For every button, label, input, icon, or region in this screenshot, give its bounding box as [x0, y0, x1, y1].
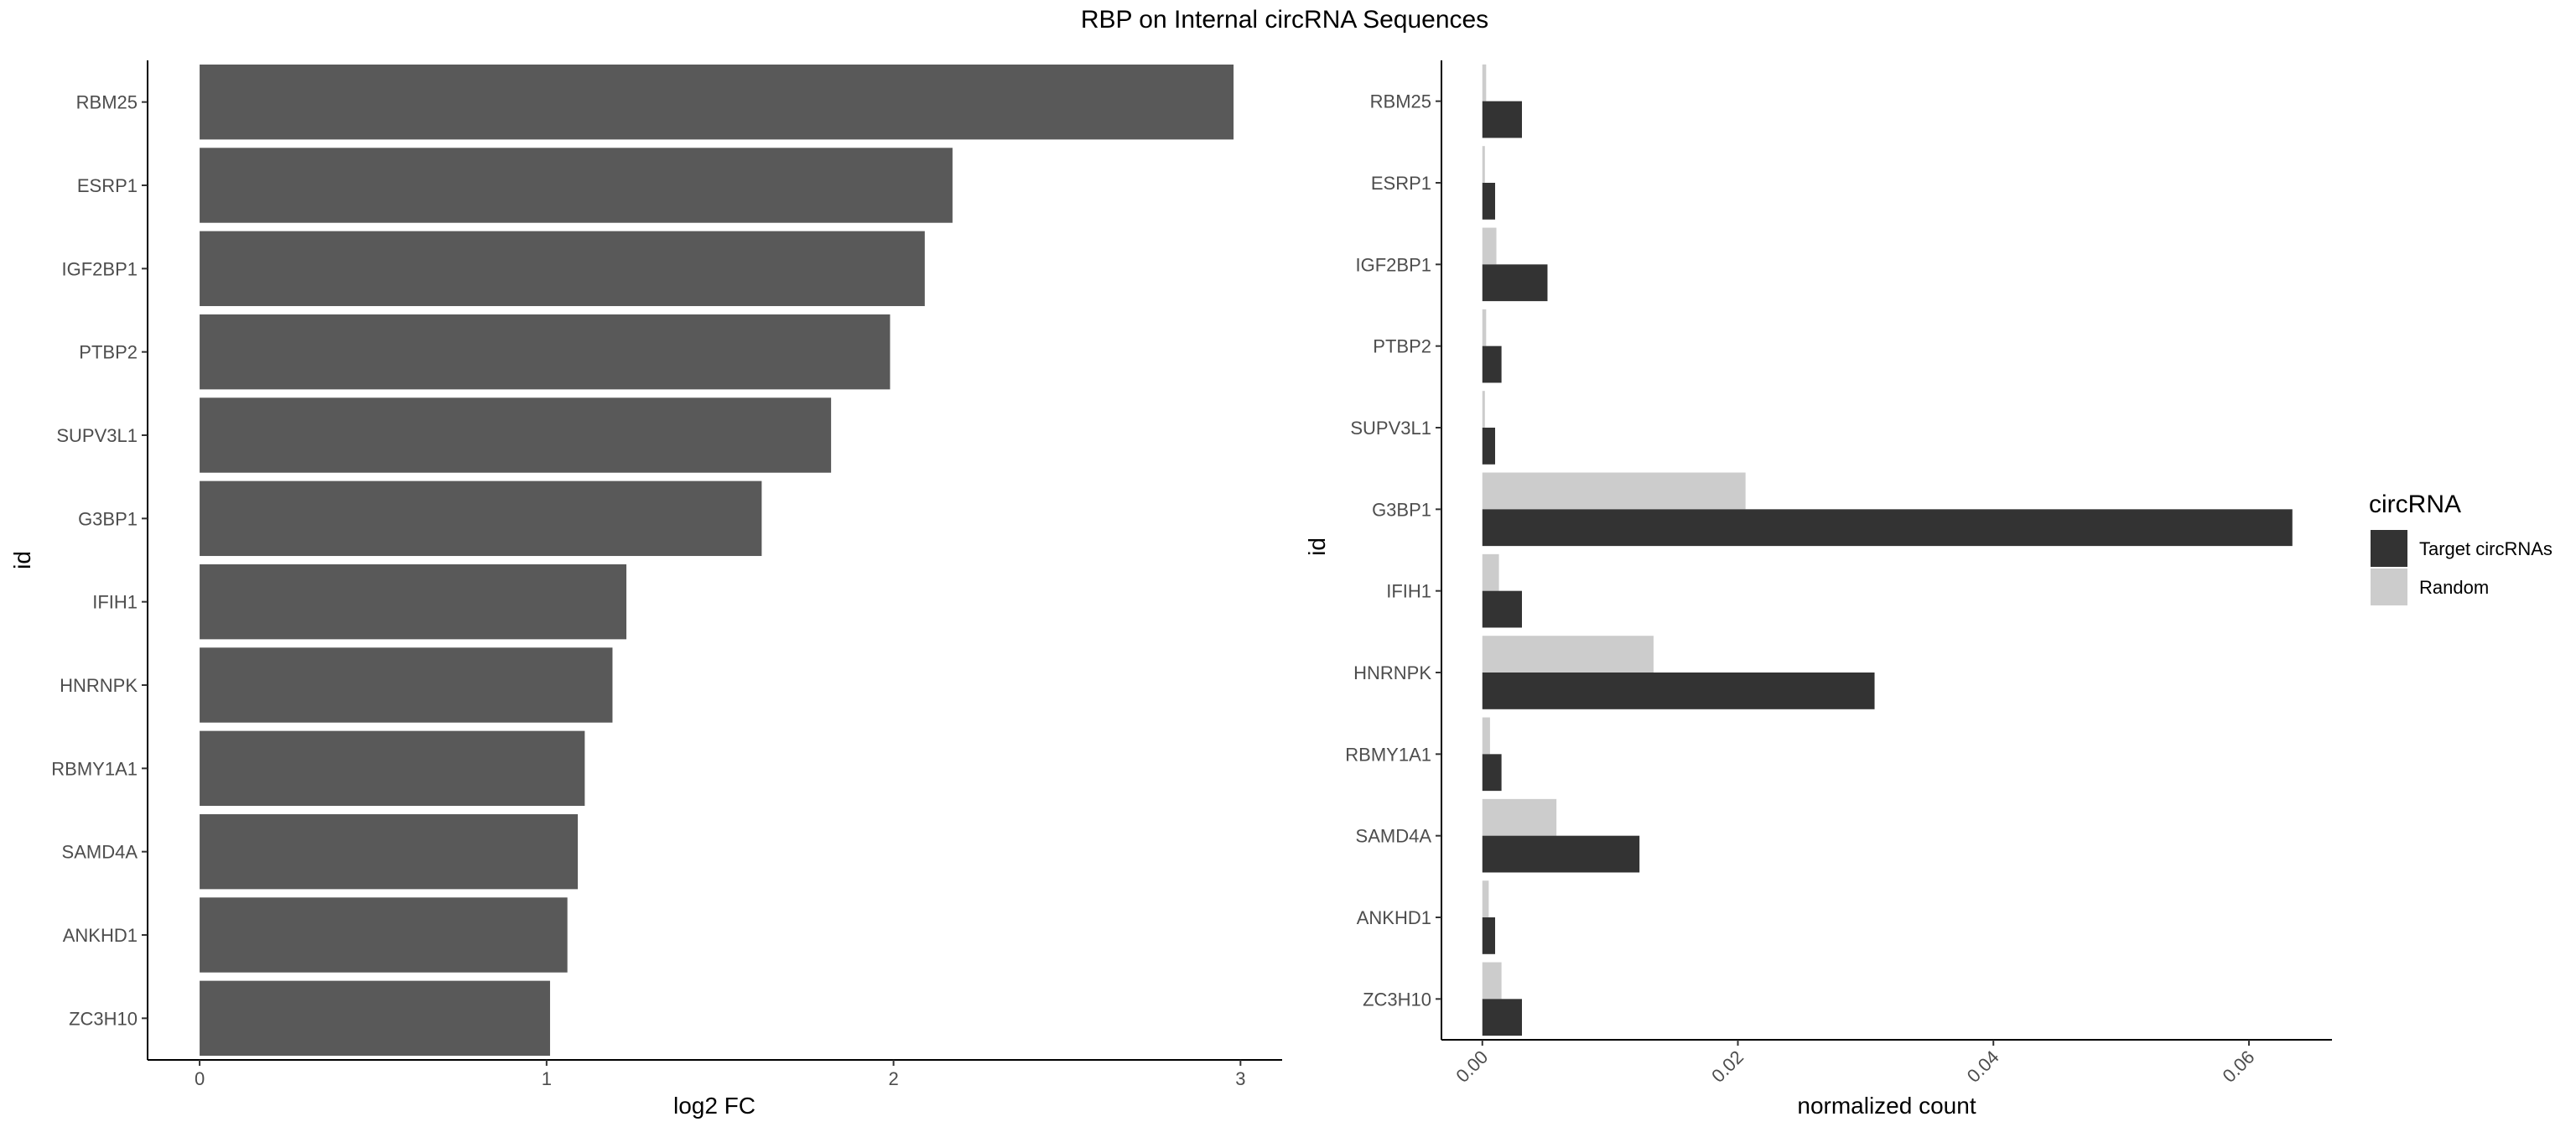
right-bars [1482, 64, 2293, 1036]
right-y-axis-label: id [1304, 538, 1330, 556]
y-tick-label-rbm25: RBM25 [1370, 91, 1431, 112]
bar-target-ankhd1 [1482, 917, 1495, 954]
y-tick-label-ifih1: IFIH1 [1386, 581, 1431, 602]
bar-random-g3bp1 [1482, 472, 1746, 510]
bar-target-rbm25 [1482, 101, 1522, 138]
y-tick-label-rbmy1a1: RBMY1A1 [51, 758, 138, 779]
y-tick-label-rbm25: RBM25 [76, 92, 138, 113]
bar-random-rbmy1a1 [1482, 717, 1490, 755]
y-tick-label-g3bp1: G3BP1 [1372, 499, 1431, 520]
bar-g3bp1 [200, 480, 762, 557]
bar-target-ptbp2 [1482, 345, 1502, 383]
legend-title: circRNA [2369, 491, 2461, 518]
y-tick-label-igf2bp1: IGF2BP1 [62, 258, 138, 279]
left-bars [200, 64, 1234, 1057]
bar-rbm25 [200, 64, 1234, 140]
y-tick-label-ifih1: IFIH1 [92, 592, 138, 613]
bar-rbmy1a1 [200, 730, 585, 807]
bar-igf2bp1 [200, 231, 925, 307]
y-tick-label-supv3l1: SUPV3L1 [56, 425, 138, 446]
left-y-axis-label: id [9, 551, 35, 569]
y-tick-label-ptbp2: PTBP2 [79, 342, 138, 363]
bar-target-samd4a [1482, 835, 1640, 873]
y-tick-label-esrp1: ESRP1 [1371, 173, 1431, 194]
y-tick-label-rbmy1a1: RBMY1A1 [1345, 744, 1431, 765]
bar-hnrnpk [200, 647, 613, 723]
bar-target-hnrnpk [1482, 673, 1875, 709]
right-chart: RBM25 ESRP1 IGF2BP1 PTBP2 SUPV3L1 G3BP1 IFIH1 H… [1304, 60, 2332, 1119]
bar-random-hnrnpk [1482, 636, 1654, 673]
chart-title: RBP on Internal circRNA Sequences [1081, 6, 1488, 34]
x-tick-label: 0 [195, 1068, 205, 1089]
x-tick-label: 1 [542, 1068, 552, 1089]
bar-random-supv3l1 [1482, 391, 1485, 428]
y-tick-label-samd4a: SAMD4A [62, 842, 138, 863]
bar-esrp1 [200, 148, 953, 223]
legend-key-target-circrnas [2371, 530, 2407, 567]
bar-random-ifih1 [1482, 553, 1499, 591]
bar-random-igf2bp1 [1482, 227, 1497, 265]
x-tick-label: 3 [1235, 1068, 1245, 1089]
legend-label-target-circrnas: Target circRNAs [2419, 538, 2553, 559]
left-y-ticks: RBM25 ESRP1 IGF2BP1 PTBP2 SUPV3L1 G3BP1 IFIH1 H… [51, 92, 148, 1029]
bar-random-ptbp2 [1482, 309, 1487, 346]
bar-samd4a [200, 813, 579, 890]
x-tick-label: 2 [888, 1068, 898, 1089]
bar-random-ankhd1 [1482, 880, 1489, 917]
right-y-ticks: RBM25 ESRP1 IGF2BP1 PTBP2 SUPV3L1 G3BP1 IFIH1 H… [1345, 91, 1441, 1010]
left-x-ticks: 0 1 2 3 [195, 1060, 1245, 1089]
y-tick-label-g3bp1: G3BP1 [78, 508, 138, 529]
bar-supv3l1 [200, 397, 832, 473]
bar-random-rbm25 [1482, 64, 1487, 101]
bar-target-ifih1 [1482, 590, 1522, 628]
y-tick-label-esrp1: ESRP1 [77, 175, 138, 196]
legend: circRNA Target circRNAs Random [2369, 491, 2553, 605]
bar-random-esrp1 [1482, 146, 1485, 183]
y-tick-label-ptbp2: PTBP2 [1373, 336, 1431, 357]
y-tick-label-hnrnpk: HNRNPK [60, 675, 138, 696]
left-x-axis-label: log2 FC [673, 1093, 756, 1119]
y-tick-label-ankhd1: ANKHD1 [63, 925, 138, 946]
y-tick-label-ankhd1: ANKHD1 [1357, 907, 1431, 928]
bar-target-igf2bp1 [1482, 264, 1548, 302]
bar-ptbp2 [200, 314, 891, 390]
y-tick-label-zc3h10: ZC3H10 [69, 1008, 138, 1029]
bar-target-zc3h10 [1482, 999, 1522, 1036]
y-tick-label-supv3l1: SUPV3L1 [1350, 418, 1431, 439]
y-tick-label-hnrnpk: HNRNPK [1353, 662, 1431, 683]
bar-zc3h10 [200, 980, 550, 1057]
legend-key-random [2371, 569, 2407, 605]
legend-label-random: Random [2419, 577, 2489, 598]
bar-ifih1 [200, 564, 626, 640]
bar-target-supv3l1 [1482, 428, 1495, 465]
left-chart: RBM25 ESRP1 IGF2BP1 PTBP2 SUPV3L1 G3BP1 IFIH1 H… [9, 60, 1282, 1119]
right-x-axis-label: normalized count [1797, 1093, 1976, 1119]
y-tick-label-zc3h10: ZC3H10 [1363, 989, 1431, 1010]
bar-random-zc3h10 [1482, 962, 1502, 1000]
bar-target-g3bp1 [1482, 509, 2293, 547]
bar-target-rbmy1a1 [1482, 754, 1502, 792]
bar-target-esrp1 [1482, 183, 1495, 220]
y-tick-label-igf2bp1: IGF2BP1 [1356, 254, 1431, 275]
bar-random-samd4a [1482, 798, 1557, 836]
y-tick-label-samd4a: SAMD4A [1356, 826, 1432, 847]
bar-ankhd1 [200, 897, 568, 973]
